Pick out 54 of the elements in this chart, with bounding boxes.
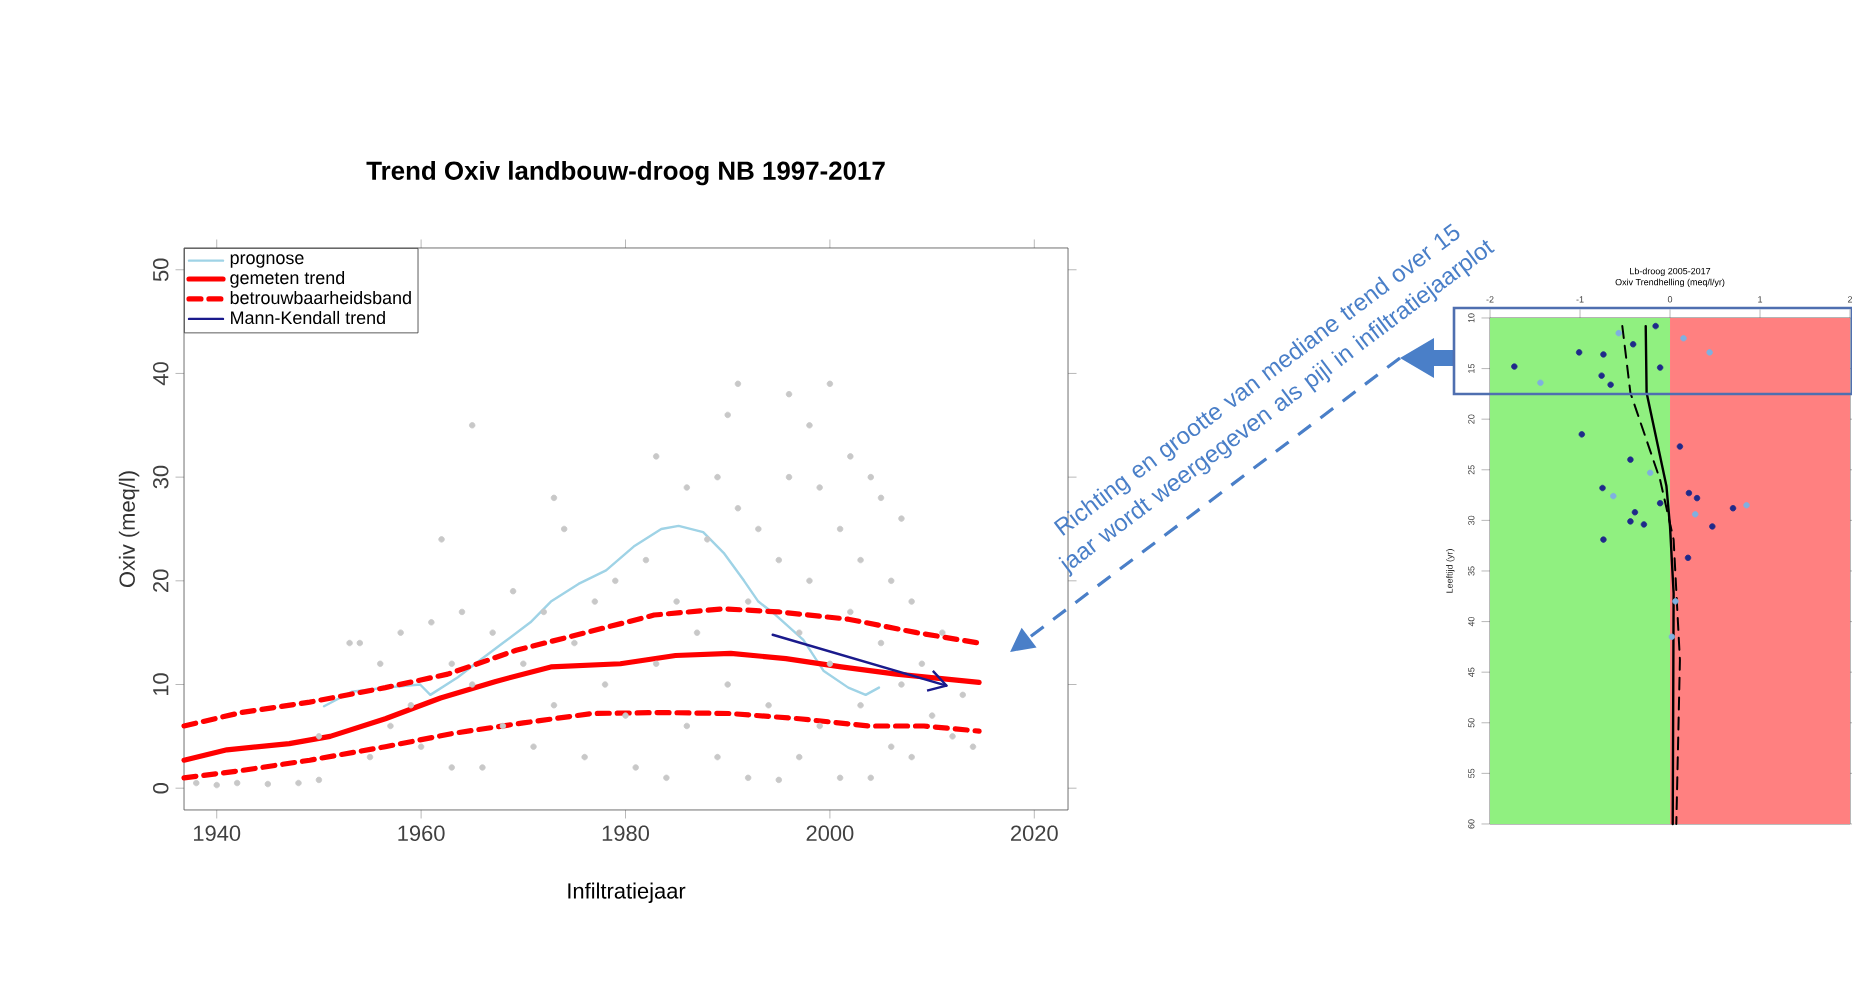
line-series [181, 709, 982, 781]
point [1743, 502, 1750, 509]
legend-label: gemeten trend [230, 270, 345, 288]
point [1598, 372, 1605, 379]
line-series [181, 606, 982, 729]
y-tick-label: 0 [152, 782, 169, 794]
y-axis-title: Oxiv (meq/l) [118, 471, 140, 587]
point [1610, 492, 1617, 500]
x-tick-label: 1960 [398, 825, 445, 842]
point [1578, 431, 1586, 438]
point [1647, 469, 1654, 476]
point [1627, 518, 1634, 525]
point [1599, 484, 1606, 492]
line-series [181, 650, 982, 763]
point [1684, 554, 1692, 562]
point [1631, 509, 1639, 516]
point [1709, 523, 1716, 530]
y-tick-label: 10 [152, 673, 169, 696]
point [1652, 322, 1659, 330]
point [1668, 633, 1675, 640]
point [1537, 379, 1544, 386]
y-tick-label: 20 [152, 569, 169, 592]
point [1640, 521, 1648, 528]
line-series [322, 524, 881, 708]
y-tick-label: 30 [152, 465, 169, 489]
point [1692, 511, 1699, 518]
x-tick-label: 2000 [806, 825, 854, 842]
point [1729, 505, 1737, 512]
legend-label: betrouwbaarheidsband [230, 290, 411, 305]
x-tick-label: 1980 [602, 825, 649, 842]
x-tick-label: 1940 [194, 825, 241, 842]
point [1656, 364, 1664, 371]
point [1600, 536, 1607, 543]
y-tick-label: 50 [152, 258, 169, 282]
point [1685, 489, 1693, 497]
point [1693, 494, 1701, 502]
point [1629, 341, 1637, 348]
point [1676, 443, 1684, 450]
point [1600, 351, 1607, 358]
point [1575, 349, 1583, 356]
chart-title: Trend Oxiv landbouw-droog NB 1997-2017 [366, 160, 885, 186]
point [1656, 499, 1664, 507]
point [1607, 381, 1614, 388]
legend-label: Mann-Kendall trend [231, 310, 385, 325]
x-tick-label: 2020 [1011, 825, 1058, 842]
point [1680, 335, 1687, 342]
point [1511, 363, 1518, 370]
legend-label: prognose [230, 254, 304, 268]
x-axis-title: Infiltratiejaar [568, 882, 686, 904]
point [1627, 456, 1634, 463]
y-tick-label: 40 [152, 362, 169, 386]
point [1615, 329, 1622, 337]
point [1706, 349, 1713, 356]
point [1672, 598, 1679, 605]
